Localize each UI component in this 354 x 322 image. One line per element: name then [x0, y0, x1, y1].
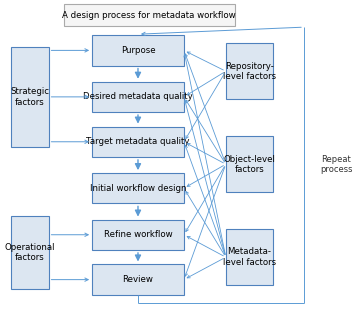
Text: Repository-
level factors: Repository- level factors	[223, 62, 276, 81]
FancyBboxPatch shape	[11, 215, 48, 289]
FancyBboxPatch shape	[92, 82, 184, 112]
Text: Purpose: Purpose	[121, 46, 155, 55]
FancyBboxPatch shape	[92, 127, 184, 157]
Text: Strategic
factors: Strategic factors	[11, 87, 50, 107]
Text: Target metadata quality: Target metadata quality	[86, 137, 190, 146]
FancyBboxPatch shape	[226, 43, 273, 99]
Text: Metadata-
level factors: Metadata- level factors	[223, 248, 276, 267]
Text: Desired metadata quality: Desired metadata quality	[83, 92, 193, 101]
FancyBboxPatch shape	[226, 136, 273, 192]
Text: Object-level
factors: Object-level factors	[223, 155, 275, 174]
FancyBboxPatch shape	[92, 220, 184, 250]
FancyBboxPatch shape	[64, 4, 235, 26]
FancyBboxPatch shape	[11, 47, 48, 147]
Text: Review: Review	[122, 275, 153, 284]
Text: Refine workflow: Refine workflow	[104, 230, 172, 239]
FancyBboxPatch shape	[92, 35, 184, 66]
Text: Repeat
process: Repeat process	[320, 155, 353, 174]
Text: Initial workflow design: Initial workflow design	[90, 184, 186, 193]
FancyBboxPatch shape	[92, 173, 184, 204]
FancyBboxPatch shape	[226, 229, 273, 285]
FancyBboxPatch shape	[92, 264, 184, 295]
Text: Operational
factors: Operational factors	[5, 243, 55, 262]
Text: A design process for metadata workflow: A design process for metadata workflow	[62, 11, 236, 20]
